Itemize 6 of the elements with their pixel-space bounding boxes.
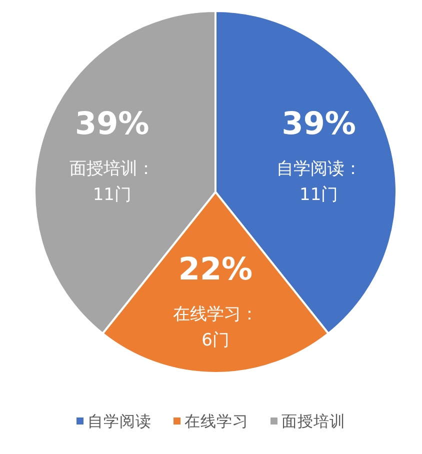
data-label: 39% 自学阅读： 11门 bbox=[276, 106, 362, 205]
legend-label: 在线学习 bbox=[184, 412, 248, 430]
data-label: 39% 面授培训： 11门 bbox=[70, 106, 155, 205]
legend-label: 面授培训 bbox=[282, 412, 346, 430]
legend-label: 自学阅读 bbox=[88, 412, 152, 430]
data-label: 22% 在线学习： 6门 bbox=[173, 252, 258, 351]
